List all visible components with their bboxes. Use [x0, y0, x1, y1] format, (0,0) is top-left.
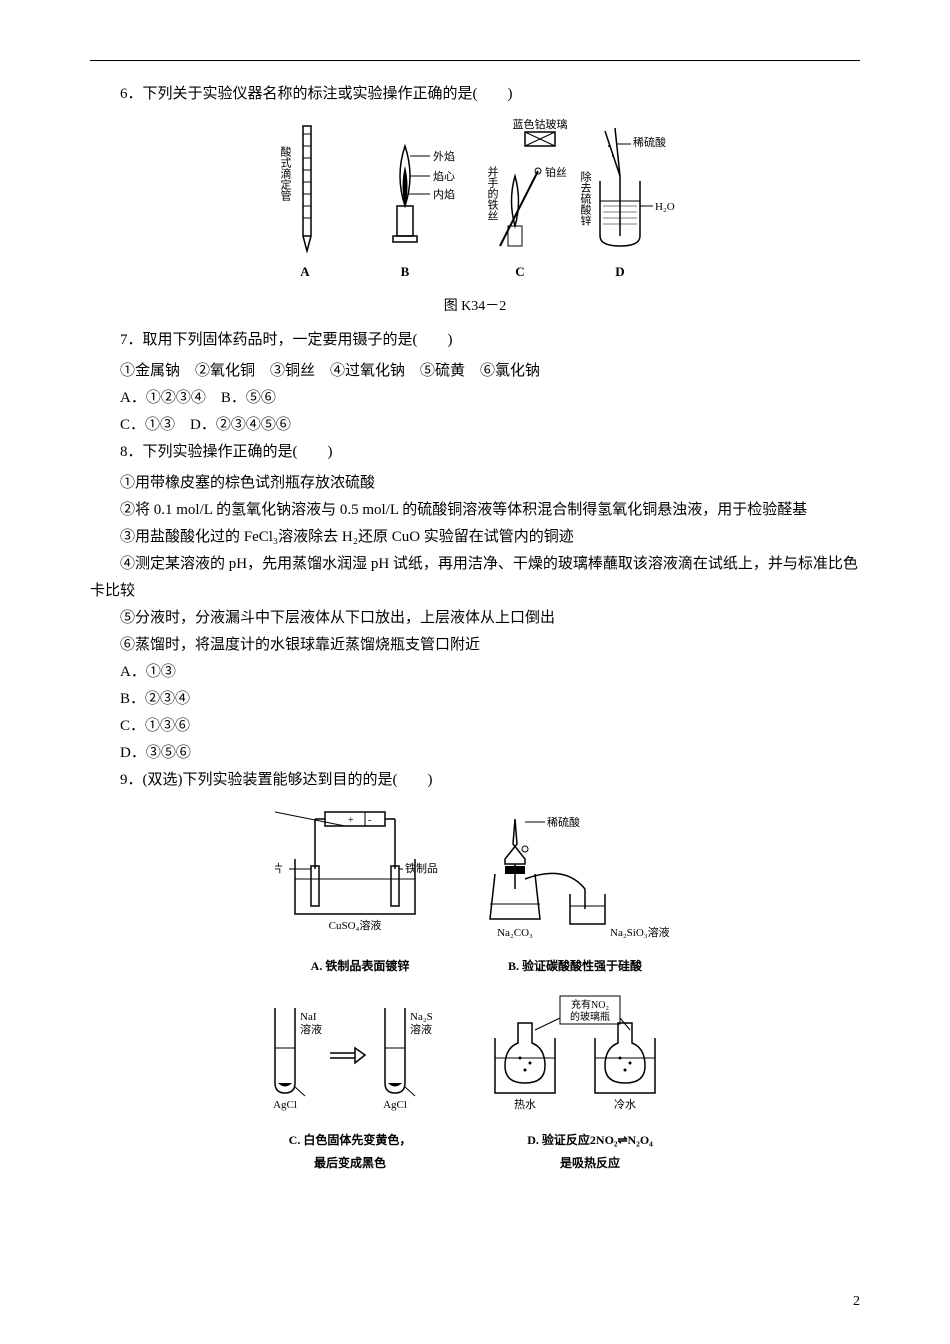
q7-text: 7．取用下列固体药品时，一定要用镊子的是( )	[90, 327, 860, 354]
svg-text:A: A	[300, 264, 310, 279]
q9-fig-c-caption2: 最后变成黑色	[314, 1153, 386, 1175]
svg-text:AgCl: AgCl	[273, 1099, 297, 1111]
svg-text:稀硫酸: 稀硫酸	[633, 135, 666, 149]
svg-text:除去硫酸锌: 除去硫酸锌	[579, 170, 592, 226]
q7-options-ab: A．①②③④ B．⑤⑥	[90, 385, 860, 412]
svg-text:溶液: 溶液	[410, 1022, 432, 1036]
q7-opt-d: D．②③④⑤⑥	[190, 417, 291, 433]
svg-text:内焰: 内焰	[433, 187, 455, 201]
svg-text:CuSO₄溶液: CuSO₄溶液	[329, 918, 382, 932]
q8-s1: ①用带橡皮塞的棕色试剂瓶存放浓硫酸	[90, 470, 860, 497]
svg-text:D: D	[615, 264, 624, 279]
q9-fig-d: 充有NO₂ 的玻璃瓶 热水 冷水 D. 验证反应2NO₂⇌N₂O₄ 是吸热反应	[480, 988, 700, 1175]
q6-a-label: 酸式滴定管	[279, 145, 292, 202]
svg-text:热水: 热水	[514, 1098, 536, 1111]
q7-opt-b: B．⑤⑥	[221, 390, 276, 406]
svg-text:充有NO₂: 充有NO₂	[571, 998, 609, 1011]
q8-text: 8．下列实验操作正确的是( )	[90, 439, 860, 466]
q9-fig-b: 稀硫酸 Na₂CO₃ Na₂SiO₃溶液 B. 验证碳酸酸性强于硅酸	[475, 804, 675, 978]
q7-opt-a: A．①②③④	[120, 390, 206, 406]
svg-text:Na₂CO₃: Na₂CO₃	[497, 927, 533, 939]
q8-s4: ④测定某溶液的 pH，先用蒸馏水润湿 pH 试纸，再用洁净、干燥的玻璃棒蘸取该溶…	[90, 551, 860, 605]
svg-text:铂丝: 铂丝	[545, 165, 567, 179]
page-number: 2	[853, 1289, 860, 1314]
svg-text:NaI: NaI	[300, 1011, 317, 1023]
svg-text:Na₂SiO₃溶液: Na₂SiO₃溶液	[610, 925, 670, 939]
q7-items: ①金属钠 ②氧化铜 ③铜丝 ④过氧化钠 ⑤硫黄 ⑥氯化钠	[90, 358, 860, 385]
svg-text:+: +	[348, 815, 354, 826]
q6-figure-caption: 图 K34－2	[90, 294, 860, 319]
svg-text:并手的铁丝: 并手的铁丝	[486, 165, 499, 221]
svg-text:-: -	[368, 815, 371, 826]
svg-text:AgCl: AgCl	[383, 1099, 407, 1111]
top-rule	[90, 60, 860, 61]
q8-s6: ⑥蒸馏时，将温度计的水银球靠近蒸馏烧瓶支管口附近	[90, 632, 860, 659]
svg-text:外焰: 外焰	[433, 149, 455, 163]
svg-text:焰心: 焰心	[433, 169, 455, 183]
svg-text:稀硫酸: 稀硫酸	[547, 815, 580, 829]
svg-text:的玻璃瓶: 的玻璃瓶	[570, 1010, 610, 1023]
q9-row1: + - 锌片 铁制品 CuSO₄溶液 A. 铁制品表面镀锌 稀硫酸	[90, 804, 860, 978]
q8-opt-a: A．①③	[90, 659, 860, 686]
svg-text:B: B	[401, 264, 410, 279]
svg-text:铁制品: 铁制品	[405, 862, 438, 875]
q8-opt-b: B．②③④	[90, 686, 860, 713]
svg-text:C: C	[515, 264, 524, 279]
svg-text:蓝色钴玻璃: 蓝色钴玻璃	[513, 117, 568, 131]
svg-text:H₂O: H₂O	[655, 201, 675, 213]
svg-text:溶液: 溶液	[300, 1022, 322, 1036]
q9-fig-c-caption: C. 白色固体先变黄色，	[289, 1130, 412, 1152]
q9-fig-a-caption: A. 铁制品表面镀锌	[311, 956, 410, 978]
q8-s5: ⑤分液时，分液漏斗中下层液体从下口放出，上层液体从上口倒出	[90, 605, 860, 632]
q9-fig-c: NaI 溶液 AgCl Na₂S 溶液 AgCl C. 白色固体先变黄色， 最后…	[250, 988, 450, 1175]
q8-s2: ②将 0.1 mol/L 的氢氧化钠溶液与 0.5 mol/L 的硫酸铜溶液等体…	[90, 497, 860, 524]
q6-figure: 酸式滴定管 A 外焰 焰心 内焰 B 蓝色钴玻璃 铂丝	[90, 116, 860, 319]
q8-opt-d: D．③⑤⑥	[90, 740, 860, 767]
q9-fig-d-caption2: 是吸热反应	[560, 1153, 620, 1175]
q9-text: 9．(双选)下列实验装置能够达到目的的是( )	[90, 767, 860, 794]
q8-opt-c: C．①③⑥	[90, 713, 860, 740]
svg-text:锌片: 锌片	[275, 861, 283, 875]
q9-fig-b-caption: B. 验证碳酸酸性强于硅酸	[508, 956, 642, 978]
svg-text:Na₂S: Na₂S	[410, 1011, 433, 1023]
q6-text: 6．下列关于实验仪器名称的标注或实验操作正确的是( )	[90, 81, 860, 108]
svg-text:冷水: 冷水	[614, 1098, 636, 1111]
q9-fig-a: + - 锌片 铁制品 CuSO₄溶液 A. 铁制品表面镀锌	[275, 804, 445, 978]
q7-options-cd: C．①③ D．②③④⑤⑥	[90, 412, 860, 439]
q9-fig-d-caption: D. 验证反应2NO₂⇌N₂O₄	[527, 1130, 653, 1152]
q9-row2: NaI 溶液 AgCl Na₂S 溶液 AgCl C. 白色固体先变黄色， 最后…	[90, 988, 860, 1175]
q8-s3: ③用盐酸酸化过的 FeCl₃溶液除去 H₂还原 CuO 实验留在试管内的铜迹	[90, 524, 860, 551]
q7-opt-c: C．①③	[120, 417, 175, 433]
